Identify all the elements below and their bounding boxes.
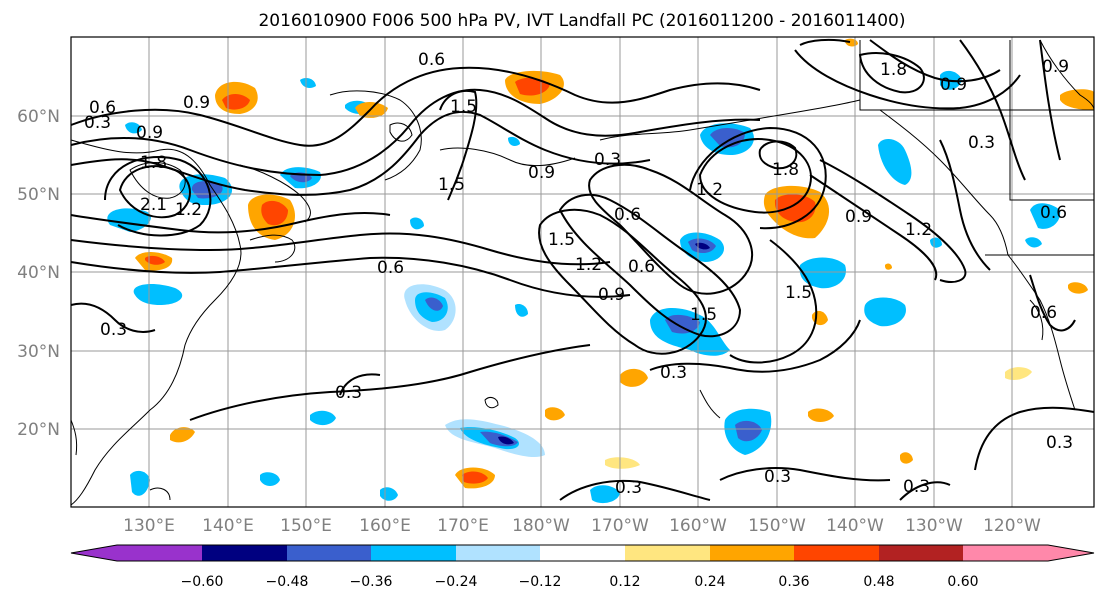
contour-label: 1.5 (785, 283, 812, 303)
contour-labels: 0.6 0.9 1.5 0.3 0.6 0.9 1.8 2.1 1.2 1.5 … (84, 50, 1073, 498)
contour-label: 2.1 (140, 195, 167, 215)
contour-label: 1.2 (575, 255, 602, 275)
colorbar-tick: −0.36 (350, 574, 393, 590)
colorbar-tick: −0.48 (266, 574, 309, 590)
colorbar-segment (794, 545, 879, 561)
colorbar-tick: −0.24 (435, 574, 478, 590)
lat-label: 20°N (17, 420, 60, 440)
lat-label: 50°N (17, 185, 60, 205)
contour-label: 1.8 (880, 60, 907, 80)
contour-label: 1.5 (690, 305, 717, 325)
colorbar-tick: −0.60 (181, 574, 224, 590)
contour-label: 1.2 (175, 200, 202, 220)
contour-label: 0.3 (594, 150, 621, 170)
lon-label: 130°W (905, 516, 963, 536)
contour-label: 0.9 (528, 163, 555, 183)
contour-label: 0.6 (628, 257, 655, 277)
contour-label: 1.2 (696, 180, 723, 200)
lat-label: 40°N (17, 263, 60, 283)
colorbar: −0.60 −0.48 −0.36 −0.24 −0.12 0.12 0.24 … (70, 544, 1095, 590)
contour-label: 0.3 (764, 467, 791, 487)
colorbar-segment (287, 545, 371, 561)
coastlines (70, 39, 1095, 506)
contour-label: 0.3 (968, 133, 995, 153)
lon-label: 150°W (748, 516, 806, 536)
gridlines (71, 37, 1094, 507)
colorbar-segment (879, 545, 963, 561)
colorbar-segment (456, 545, 540, 561)
colorbar-segment (963, 545, 1048, 561)
shaded-anomalies (107, 38, 1094, 504)
colorbar-segment (540, 545, 625, 561)
contour-label: 0.3 (100, 320, 127, 340)
lon-label: 180°W (512, 516, 570, 536)
map-frame (70, 36, 1095, 508)
lon-label: 130°E (123, 516, 175, 536)
lon-label: 170°W (591, 516, 649, 536)
contour-label: 0.9 (845, 207, 872, 227)
colorbar-ticks: −0.60 −0.48 −0.36 −0.24 −0.12 0.12 0.24 … (181, 574, 979, 590)
contour-label: 0.6 (377, 258, 404, 278)
contour-label: 0.6 (1040, 203, 1067, 223)
colorbar-tick: 0.48 (863, 574, 894, 590)
contour-label: 0.3 (903, 477, 930, 497)
lon-label: 150°E (280, 516, 332, 536)
contour-label: 0.9 (940, 75, 967, 95)
contour-label: 0.6 (1030, 303, 1057, 323)
triangle-left-icon (71, 545, 117, 561)
longitude-labels: 130°E 140°E 150°E 160°E 170°E 180°W 170°… (123, 516, 1041, 536)
contour-label: 0.9 (598, 285, 625, 305)
contour-label: 1.2 (905, 220, 932, 240)
contour-label: 1.8 (140, 153, 167, 173)
colorbar-tick: 0.24 (694, 574, 725, 590)
latitude-labels: 60°N 50°N 40°N 30°N 20°N (17, 107, 60, 440)
colorbar-segment (710, 545, 794, 561)
contour-label: 0.9 (1042, 57, 1069, 77)
lon-label: 160°E (359, 516, 411, 536)
contour-label: 0.6 (418, 50, 445, 70)
contour-label: 0.3 (615, 478, 642, 498)
triangle-right-icon (1048, 545, 1094, 561)
lat-label: 60°N (17, 107, 60, 127)
colorbar-tick: −0.12 (519, 574, 562, 590)
colorbar-segment (625, 545, 710, 561)
colorbar-tick: 0.60 (947, 574, 978, 590)
lat-label: 30°N (17, 342, 60, 362)
contour-label: 1.5 (548, 230, 575, 250)
contour-label: 0.3 (335, 383, 362, 403)
contour-label: 0.6 (89, 98, 116, 118)
contour-label: 1.8 (772, 160, 799, 180)
map-title: 2016010900 F006 500 hPa PV, IVT Landfall… (258, 11, 905, 31)
contour-label: 1.5 (438, 175, 465, 195)
pv-contours (70, 38, 1095, 501)
lon-label: 170°E (437, 516, 489, 536)
contour-label: 1.5 (450, 97, 477, 117)
contour-label: 0.9 (136, 123, 163, 143)
colorbar-segment (202, 545, 287, 561)
contour-label: 0.9 (183, 93, 210, 113)
contour-label: 0.6 (614, 205, 641, 225)
colorbar-tick: 0.36 (778, 574, 809, 590)
contour-label: 0.3 (1046, 433, 1073, 453)
colorbar-segment (371, 545, 456, 561)
colorbar-outline (70, 544, 1095, 562)
colorbar-segment (117, 545, 202, 561)
lon-label: 160°W (669, 516, 727, 536)
contour-label: 0.3 (660, 363, 687, 383)
lon-label: 140°E (202, 516, 254, 536)
contour-label: 0.3 (84, 113, 111, 133)
lon-label: 120°W (983, 516, 1041, 536)
colorbar-tick: 0.12 (609, 574, 640, 590)
lon-label: 140°W (826, 516, 884, 536)
